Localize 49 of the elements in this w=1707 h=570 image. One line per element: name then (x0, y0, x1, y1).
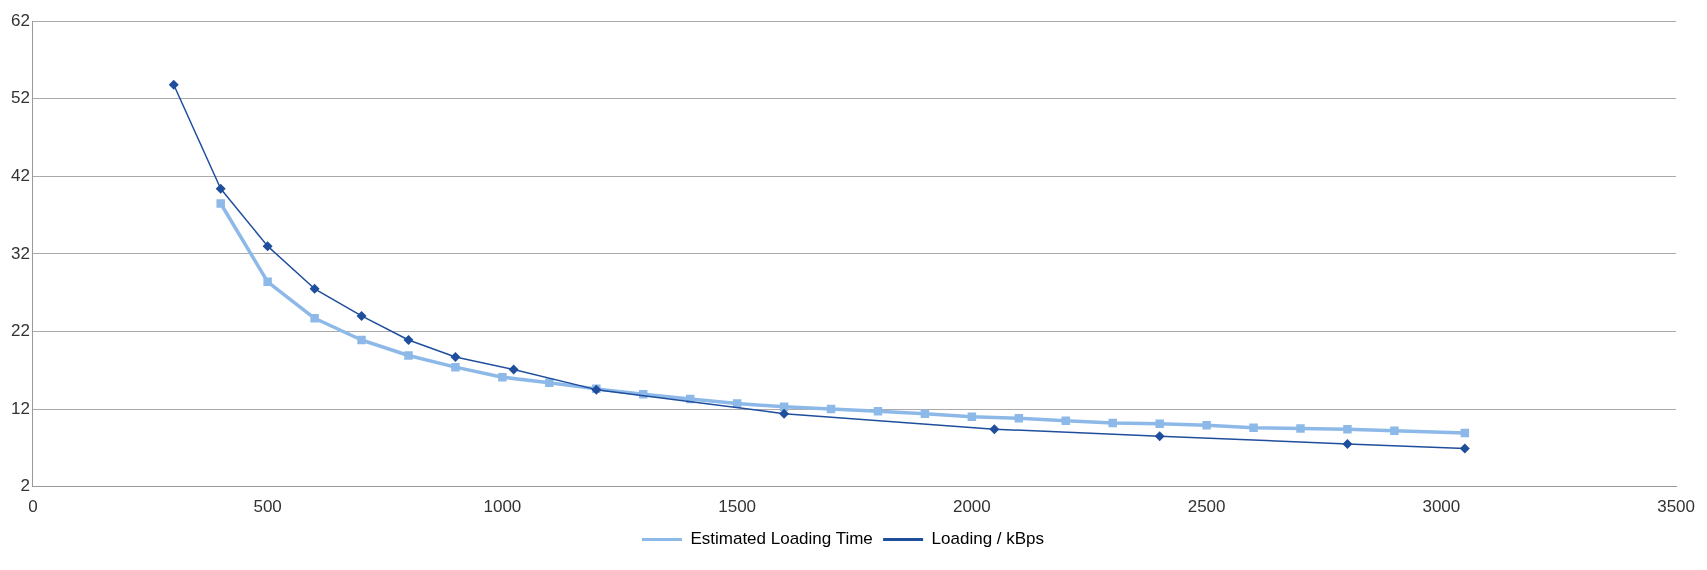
point (1154, 431, 1165, 442)
point (1108, 418, 1117, 428)
legend-label: Loading / kBps (931, 529, 1045, 549)
y-tick-label: 42 (10, 166, 30, 186)
y-tick-label: 2 (20, 476, 30, 496)
point (1155, 419, 1164, 429)
x-tick-label: 3000 (1422, 497, 1461, 517)
point (1342, 438, 1353, 449)
point (450, 352, 461, 363)
point (356, 310, 367, 321)
point (1390, 426, 1399, 435)
x-tick-label: 1500 (718, 497, 757, 517)
point (508, 364, 519, 375)
point (1202, 421, 1211, 430)
point (1459, 443, 1470, 454)
x-tick-label: 2500 (1187, 497, 1226, 517)
point (451, 362, 460, 372)
point (168, 79, 179, 90)
point (779, 402, 789, 411)
x-tick-label: 0 (28, 497, 38, 517)
point (920, 409, 930, 418)
x-tick-label: 500 (253, 497, 282, 517)
point (310, 314, 319, 323)
point (309, 283, 320, 294)
point (498, 372, 507, 382)
point (873, 407, 883, 416)
x-tick-label: 3500 (1657, 497, 1695, 517)
point (404, 351, 413, 360)
x-tick-label: 1000 (483, 497, 522, 517)
point (1296, 424, 1305, 433)
point (216, 199, 225, 208)
point (403, 335, 414, 345)
point (357, 335, 366, 345)
point (779, 408, 790, 419)
point (263, 277, 272, 287)
point (1014, 414, 1024, 423)
y-tick-label: 52 (10, 88, 30, 108)
y-tick-label: 22 (10, 321, 30, 341)
point (262, 241, 273, 252)
y-tick-label: 12 (10, 398, 30, 418)
y-tick-label: 62 (10, 10, 30, 30)
point (215, 183, 226, 194)
point (1249, 423, 1258, 432)
point (1343, 424, 1352, 434)
legend-label: Estimated Loading Time (690, 529, 873, 549)
point (1061, 416, 1071, 425)
y-tick-label: 32 (10, 243, 30, 263)
point (989, 424, 1000, 435)
x-tick-label: 2000 (952, 497, 991, 517)
